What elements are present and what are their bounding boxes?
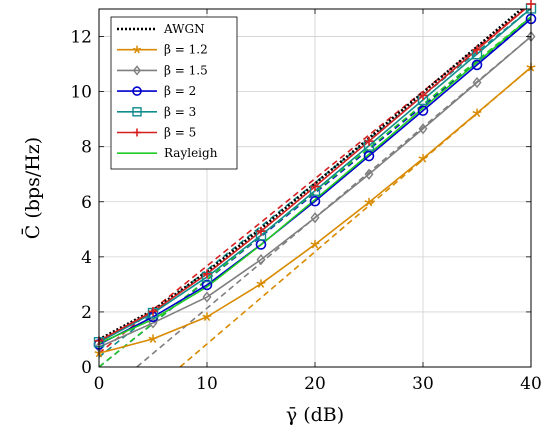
data-point <box>472 45 482 55</box>
data-point <box>132 45 142 54</box>
legend-box <box>110 16 238 170</box>
data-point <box>310 239 320 249</box>
x-tick-label: 10 <box>196 374 218 394</box>
axis-ticks: 0 10 20 30 40 0 2 4 6 8 10 12 <box>70 9 542 394</box>
y-tick-label: 4 <box>81 248 92 268</box>
data-point <box>202 312 212 321</box>
data-point <box>148 306 158 316</box>
data-point <box>133 128 141 137</box>
series-line <box>99 16 531 345</box>
y-tick-label: 8 <box>81 138 92 158</box>
legend-label: β = 1.2 <box>164 43 208 57</box>
legend-label: β = 2 <box>164 84 196 98</box>
x-tick-label: 40 <box>520 374 542 394</box>
data-point <box>310 212 320 224</box>
data-point <box>417 105 429 116</box>
data-point <box>472 76 482 89</box>
y-tick-label: 2 <box>81 303 92 323</box>
data-point <box>364 168 374 180</box>
data-point <box>472 108 482 118</box>
legend-label: Rayleigh <box>164 146 218 160</box>
data-point <box>309 195 321 207</box>
legend-label: β = 1.5 <box>164 63 208 77</box>
data-point <box>363 150 375 162</box>
data-point <box>202 269 212 279</box>
legend-label: β = 5 <box>164 126 196 140</box>
data-point <box>526 0 536 9</box>
data-point <box>256 253 266 266</box>
data-point <box>256 279 266 288</box>
data-point <box>132 107 142 117</box>
x-tick-label: 0 <box>94 374 105 394</box>
data-point <box>471 59 483 71</box>
y-tick-label: 10 <box>70 83 92 103</box>
data-point <box>364 136 374 146</box>
data-point <box>202 291 212 303</box>
x-tick-label: 20 <box>304 374 326 394</box>
data-point <box>201 279 213 291</box>
asymptote-line <box>136 35 531 367</box>
y-tick-label: 12 <box>70 28 92 48</box>
data-point <box>132 86 142 96</box>
data-point <box>418 154 428 163</box>
series-line <box>99 18 531 346</box>
y-axis-label: C̄ (bps/Hz) <box>21 137 44 239</box>
legend: AWGN β = 1.2 β = 1.5 β = 2 β = 3 β = 5 Rayleig… <box>110 16 238 170</box>
y-tick-label: 6 <box>81 193 92 213</box>
data-point <box>418 90 428 100</box>
data-point <box>132 65 142 76</box>
x-axis-label: γ̄ (dB) <box>286 404 344 426</box>
legend-label: AWGN <box>163 22 205 36</box>
y-tick-label: 0 <box>81 358 92 378</box>
legend-label: β = 3 <box>164 105 196 119</box>
series-markers <box>93 0 537 358</box>
data-point <box>418 123 428 135</box>
data-point <box>256 226 266 236</box>
x-tick-label: 30 <box>412 374 434 394</box>
data-point <box>148 334 158 343</box>
data-point <box>364 197 374 207</box>
data-point <box>310 182 320 192</box>
asymptote-line <box>99 9 527 354</box>
series-line <box>99 35 531 348</box>
